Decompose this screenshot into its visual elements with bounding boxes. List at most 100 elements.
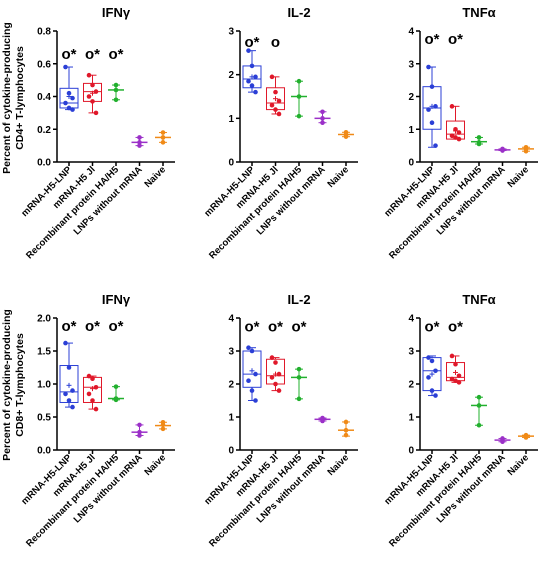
y-tick-label: 0.6 bbox=[37, 59, 51, 70]
data-point bbox=[269, 355, 275, 360]
y-tick-label: 1.5 bbox=[37, 347, 51, 358]
data-point bbox=[456, 380, 462, 385]
data-point bbox=[160, 135, 166, 140]
significance-marker: o* bbox=[425, 31, 440, 48]
data-point bbox=[276, 111, 282, 117]
data-point bbox=[246, 48, 251, 53]
series-5 bbox=[338, 419, 354, 438]
significance-marker: o* bbox=[245, 318, 260, 335]
data-point bbox=[66, 365, 72, 370]
data-point bbox=[113, 97, 119, 103]
data-point bbox=[90, 82, 95, 88]
series-5 bbox=[155, 130, 171, 145]
y-tick-label: 0 bbox=[228, 158, 234, 169]
y-tick-label: 0.4 bbox=[37, 92, 51, 103]
y-tick-label: 2.0 bbox=[37, 314, 51, 325]
series-1 bbox=[422, 355, 442, 398]
series-4 bbox=[131, 135, 148, 148]
data-point bbox=[453, 361, 458, 367]
y-tick-label: 0.5 bbox=[37, 413, 51, 424]
data-point bbox=[137, 143, 142, 148]
chart-title: IFNγ bbox=[102, 292, 131, 307]
y-tick-label: 3 bbox=[228, 347, 234, 358]
data-point bbox=[66, 398, 72, 403]
series-1 bbox=[242, 48, 262, 95]
x-tick-label: Naive bbox=[142, 164, 168, 190]
data-point bbox=[320, 418, 325, 424]
x-tick-label: Recombinant protein HA/H5 bbox=[387, 452, 484, 549]
ylabel-row-2-line-1: Percent of cytokine-producing bbox=[1, 309, 13, 461]
chart-title: TNFα bbox=[462, 5, 495, 20]
data-point bbox=[449, 353, 455, 359]
data-point bbox=[426, 355, 431, 360]
series-2 bbox=[266, 355, 285, 393]
data-point bbox=[253, 89, 258, 95]
data-point bbox=[86, 94, 92, 99]
series-2 bbox=[266, 74, 285, 117]
data-point bbox=[160, 140, 166, 145]
data-point bbox=[433, 368, 438, 374]
y-tick-label: 3 bbox=[408, 347, 414, 358]
data-point bbox=[90, 398, 95, 403]
data-point bbox=[476, 394, 482, 400]
data-point bbox=[433, 143, 438, 148]
significance-marker: o* bbox=[268, 318, 283, 335]
significance-marker: o* bbox=[425, 318, 440, 335]
data-point bbox=[246, 78, 251, 84]
data-point bbox=[320, 120, 325, 125]
data-point bbox=[523, 148, 529, 154]
y-tick-label: 1 bbox=[408, 413, 414, 424]
data-point bbox=[137, 422, 142, 428]
series-3 bbox=[291, 366, 307, 402]
series-5 bbox=[338, 130, 354, 139]
y-tick-label: 0.0 bbox=[37, 446, 51, 457]
series-3 bbox=[108, 384, 124, 403]
significance-marker: o* bbox=[62, 46, 77, 63]
series-1 bbox=[242, 345, 262, 403]
data-point bbox=[66, 90, 72, 96]
data-point bbox=[500, 439, 505, 445]
chart-title: IL-2 bbox=[287, 292, 310, 307]
data-point bbox=[449, 376, 455, 382]
series-5 bbox=[518, 432, 534, 440]
data-point bbox=[433, 393, 438, 398]
data-point bbox=[276, 98, 282, 104]
y-tick-label: 2 bbox=[408, 380, 414, 391]
x-tick-label: Recombinant protein HA/H5 bbox=[207, 164, 304, 261]
data-point bbox=[93, 110, 99, 116]
data-point bbox=[476, 141, 482, 147]
data-point bbox=[429, 358, 435, 364]
data-point bbox=[320, 109, 325, 115]
data-point bbox=[453, 135, 458, 140]
data-point bbox=[90, 99, 95, 104]
data-point bbox=[453, 378, 458, 384]
y-tick-label: 0 bbox=[408, 158, 414, 169]
significance-marker: o* bbox=[448, 31, 463, 48]
chart-title: IFNγ bbox=[102, 5, 131, 20]
data-point bbox=[429, 388, 435, 393]
significance-marker: o* bbox=[85, 46, 100, 63]
series-2 bbox=[83, 373, 102, 412]
series-3 bbox=[291, 78, 307, 119]
significance-marker: o bbox=[271, 34, 280, 51]
data-point bbox=[253, 398, 258, 403]
data-point bbox=[296, 94, 302, 99]
x-tick-label: Recombinant protein HA/H5 bbox=[24, 452, 121, 549]
series-3 bbox=[471, 135, 487, 147]
y-tick-label: 2 bbox=[228, 380, 234, 391]
data-point bbox=[269, 375, 275, 380]
data-point bbox=[249, 348, 255, 354]
data-point bbox=[296, 113, 302, 119]
data-point bbox=[63, 391, 68, 397]
significance-marker: o* bbox=[292, 318, 307, 335]
data-point bbox=[273, 107, 278, 112]
data-point bbox=[453, 126, 458, 132]
data-point bbox=[137, 433, 142, 438]
x-tick-label: Recombinant protein HA/H5 bbox=[24, 164, 121, 261]
data-point bbox=[276, 388, 282, 393]
data-point bbox=[343, 427, 349, 433]
